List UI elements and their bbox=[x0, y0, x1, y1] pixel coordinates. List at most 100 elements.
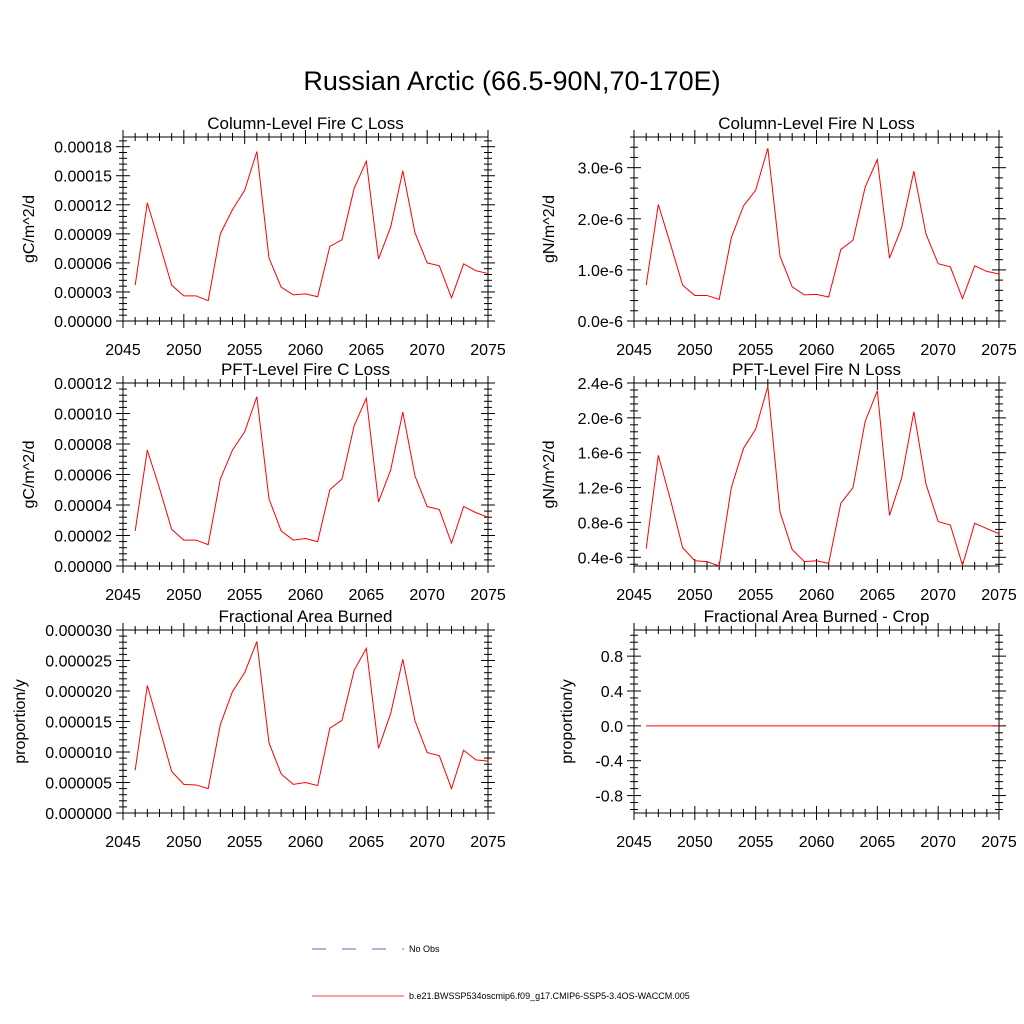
data-point bbox=[719, 725, 720, 726]
x-tick-label: 2075 bbox=[470, 834, 506, 851]
x-tick-label: 2060 bbox=[799, 834, 835, 851]
data-point bbox=[889, 515, 890, 516]
data-point bbox=[755, 190, 756, 191]
x-tick-label: 2045 bbox=[105, 834, 141, 851]
data-point bbox=[244, 672, 245, 673]
panel-title: Fractional Area Burned - Crop bbox=[704, 607, 930, 626]
data-point bbox=[414, 720, 415, 721]
panel-title: Fractional Area Burned bbox=[219, 607, 393, 626]
data-point bbox=[767, 725, 768, 726]
data-point bbox=[390, 469, 391, 470]
data-point bbox=[171, 771, 172, 772]
data-point bbox=[670, 244, 671, 245]
data-point bbox=[670, 499, 671, 500]
data-point bbox=[816, 294, 817, 295]
x-tick-label: 2065 bbox=[860, 587, 896, 604]
data-point bbox=[220, 478, 221, 479]
data-point bbox=[865, 186, 866, 187]
data-point bbox=[865, 421, 866, 422]
y-tick-label: 0.000030 bbox=[45, 623, 112, 640]
data-point bbox=[159, 243, 160, 244]
data-point bbox=[427, 752, 428, 753]
data-point bbox=[378, 258, 379, 259]
y-tick-label: 0.00008 bbox=[54, 437, 112, 454]
y-tick-label: 0.000010 bbox=[45, 745, 112, 762]
data-point bbox=[439, 265, 440, 266]
data-point bbox=[329, 246, 330, 247]
plot-frame bbox=[633, 382, 1000, 567]
y-tick-label: 2.0e-6 bbox=[578, 212, 623, 229]
data-point bbox=[950, 524, 951, 525]
data-point bbox=[317, 785, 318, 786]
x-tick-label: 2060 bbox=[288, 342, 324, 359]
data-point bbox=[950, 725, 951, 726]
data-point bbox=[670, 725, 671, 726]
data-point bbox=[646, 285, 647, 286]
data-point bbox=[135, 530, 136, 531]
data-point bbox=[901, 725, 902, 726]
data-point bbox=[354, 188, 355, 189]
data-point bbox=[925, 483, 926, 484]
data-point bbox=[256, 641, 257, 642]
data-point bbox=[208, 300, 209, 301]
x-tick-label: 2050 bbox=[166, 342, 202, 359]
data-point bbox=[475, 512, 476, 513]
legend-label-model: b.e21.BWSSP534oscmip6.f09_g17.CMIP6-SSP5… bbox=[409, 991, 690, 1001]
x-tick-label: 2055 bbox=[738, 342, 774, 359]
data-point bbox=[646, 548, 647, 549]
data-point bbox=[719, 565, 720, 566]
data-point bbox=[962, 565, 963, 566]
y-axis-label: proportion/y bbox=[12, 679, 29, 764]
data-point bbox=[743, 725, 744, 726]
data-point bbox=[281, 530, 282, 531]
data-point bbox=[767, 386, 768, 387]
data-point bbox=[852, 725, 853, 726]
data-point bbox=[938, 725, 939, 726]
data-point bbox=[293, 539, 294, 540]
panel-title: Column-Level Fire N Loss bbox=[718, 114, 915, 133]
plot-frame bbox=[633, 629, 1000, 814]
data-point bbox=[840, 725, 841, 726]
data-point bbox=[755, 725, 756, 726]
data-point bbox=[135, 770, 136, 771]
series-line bbox=[645, 386, 1000, 567]
y-tick-label: 1.6e-6 bbox=[578, 446, 623, 463]
data-point bbox=[938, 521, 939, 522]
x-tick-label: 2065 bbox=[349, 342, 385, 359]
x-tick-label: 2075 bbox=[981, 587, 1017, 604]
y-tick-label: 0.00015 bbox=[54, 169, 112, 186]
data-point bbox=[706, 295, 707, 296]
y-tick-label: 0.00018 bbox=[54, 140, 112, 157]
x-tick-label: 2050 bbox=[166, 587, 202, 604]
y-tick-label: 2.4e-6 bbox=[578, 376, 623, 393]
x-tick-label: 2050 bbox=[677, 342, 713, 359]
data-point bbox=[804, 725, 805, 726]
y-tick-label: 1.2e-6 bbox=[578, 481, 623, 498]
data-point bbox=[232, 450, 233, 451]
data-point bbox=[463, 263, 464, 264]
data-point bbox=[682, 285, 683, 286]
data-point bbox=[451, 788, 452, 789]
data-point bbox=[244, 190, 245, 191]
data-point bbox=[475, 270, 476, 271]
data-point bbox=[341, 478, 342, 479]
data-point bbox=[305, 538, 306, 539]
data-point bbox=[208, 544, 209, 545]
data-point bbox=[804, 294, 805, 295]
data-point bbox=[195, 539, 196, 540]
data-point bbox=[828, 725, 829, 726]
data-point bbox=[828, 296, 829, 297]
data-point bbox=[402, 659, 403, 660]
panel-2: Column-Level Fire N Loss 2045 2050 2055 2060… bbox=[541, 114, 1017, 359]
data-point bbox=[487, 517, 488, 518]
plot-frame bbox=[633, 136, 1000, 322]
data-point bbox=[293, 294, 294, 295]
y-tick-label: 0.00003 bbox=[54, 285, 112, 302]
data-point bbox=[889, 725, 890, 726]
data-point bbox=[135, 285, 136, 286]
x-tick-label: 2075 bbox=[470, 587, 506, 604]
data-point bbox=[402, 170, 403, 171]
x-tick-label: 2070 bbox=[409, 587, 445, 604]
y-axis-label: gC/m^2/d bbox=[21, 195, 38, 263]
data-point bbox=[220, 724, 221, 725]
